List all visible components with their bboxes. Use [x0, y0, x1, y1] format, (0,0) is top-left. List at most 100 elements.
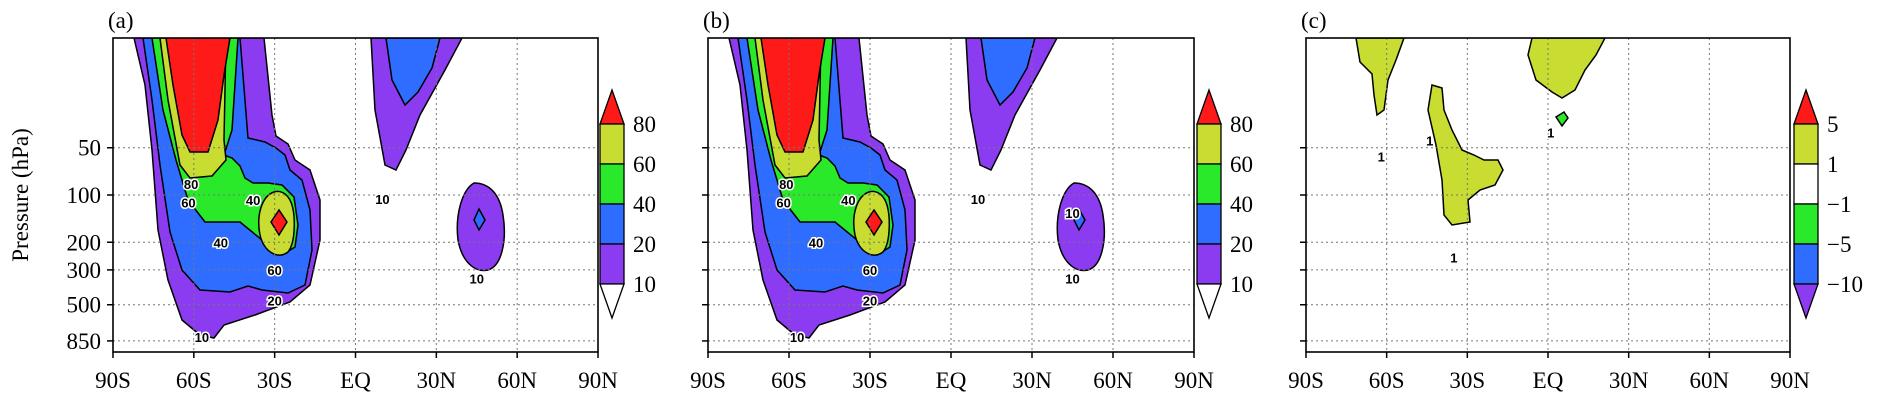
- colorbar-extend-bottom: [599, 283, 625, 320]
- shade-20: [1073, 207, 1086, 232]
- panel-label: (b): [703, 8, 730, 33]
- panel-c: (c) 90S 60S 30S EQ 30N 60N 90N 1 1 1 1 5 1 −1 −5 −10: [1288, 8, 1863, 393]
- contour-field: [728, 38, 1106, 339]
- x-tick-label: 30N: [1609, 368, 1649, 393]
- contour-label: 1: [1450, 250, 1457, 265]
- colorbar-extend-bottom: [1196, 283, 1222, 320]
- shade-20: [385, 38, 441, 107]
- y-axis-title: Pressure (hPa): [8, 128, 33, 262]
- contour-label: 40: [246, 193, 260, 208]
- colorbar-label: 60: [633, 152, 656, 177]
- contour-label: 10: [1065, 271, 1079, 286]
- contour-label: 10: [971, 192, 985, 207]
- colorbar-label: 20: [633, 232, 656, 257]
- colorbar-label: 20: [1230, 232, 1253, 257]
- x-tick-label: 30S: [1449, 368, 1485, 393]
- shade-80: [760, 38, 826, 153]
- contour-label: 60: [181, 196, 195, 211]
- panel-a: (a) 90S 60S 30S EQ 30N 60N 90N 50 100 200 300 500 85…: [67, 8, 657, 393]
- shade-pos-1: [1427, 84, 1504, 226]
- y-tick-label: 500: [67, 293, 102, 318]
- x-tick-label: 60N: [497, 368, 537, 393]
- colorbar-label: 80: [1230, 112, 1253, 137]
- contour-labels: 80 60 40 40 60 20 10 10 10 10: [775, 175, 1081, 346]
- colorbar-box: [599, 243, 625, 285]
- contour-label: 80: [184, 177, 198, 192]
- y-tick-label: 200: [67, 230, 102, 255]
- panel-b: (b) 90S 60S 30S EQ 30N 60N 90N 80 60 40 40 60 20 10 1…: [690, 8, 1253, 393]
- colorbar-label: −10: [1827, 272, 1863, 297]
- colorbar-box: [599, 203, 625, 245]
- colorbar: 80 60 40 20 10: [599, 88, 656, 320]
- colorbar-extend-top: [1196, 88, 1222, 125]
- colorbar-label: 80: [633, 112, 656, 137]
- x-tick-label: 90N: [1770, 368, 1810, 393]
- ticks: 90S 60S 30S EQ 30N 60N 90N: [1288, 146, 1810, 393]
- x-tick-label: EQ: [340, 368, 371, 393]
- x-tick-label: 30S: [852, 368, 888, 393]
- x-tick-label: 60S: [771, 368, 807, 393]
- contour-label: 60: [863, 263, 877, 278]
- x-tick-label: 90N: [578, 368, 618, 393]
- contour-label: 1: [1547, 126, 1554, 141]
- y-tick-label: 850: [67, 329, 102, 354]
- contour-label: 1: [1378, 150, 1385, 165]
- contour-label: 1: [1426, 134, 1433, 149]
- x-tick-label: 90S: [1288, 368, 1324, 393]
- shade-pos-1: [1355, 38, 1405, 117]
- shade-20: [980, 38, 1036, 107]
- colorbar-box: [1793, 163, 1819, 205]
- y-tick-label: 100: [67, 183, 102, 208]
- x-tick-label: 90S: [690, 368, 726, 393]
- colorbar-label: 5: [1827, 112, 1839, 137]
- colorbar-label: 10: [633, 272, 656, 297]
- x-tick-label: 90N: [1174, 368, 1214, 393]
- colorbar: 5 1 −1 −5 −10: [1793, 88, 1863, 320]
- shade-20: [473, 207, 486, 232]
- grid: [1306, 38, 1790, 352]
- x-tick-label: 30N: [1012, 368, 1052, 393]
- x-tick-label: 30N: [417, 368, 457, 393]
- grid: [113, 38, 598, 352]
- colorbar-label: 1: [1827, 152, 1839, 177]
- x-tick-label: 30S: [257, 368, 293, 393]
- contour-label: 10: [790, 330, 804, 345]
- panel-label: (c): [1301, 8, 1327, 33]
- colorbar-extend-bottom: [1793, 283, 1819, 320]
- contour-label: 10: [1065, 206, 1079, 221]
- colorbar-box: [599, 123, 625, 165]
- colorbar-extend-top: [1793, 88, 1819, 125]
- colorbar-label: −1: [1827, 192, 1851, 217]
- colorbar-box: [1793, 203, 1819, 245]
- y-tick-label: 300: [67, 258, 102, 283]
- x-tick-label: 60N: [1690, 368, 1730, 393]
- contour-label: 80: [779, 177, 793, 192]
- colorbar-box: [1196, 203, 1222, 245]
- contour-label: 10: [470, 271, 484, 286]
- shade-pos-1: [1527, 38, 1606, 99]
- contour-labels: 1 1 1 1: [1376, 124, 1556, 267]
- x-tick-label: EQ: [1533, 368, 1564, 393]
- x-tick-label: 60N: [1093, 368, 1133, 393]
- colorbar-label: 40: [633, 192, 656, 217]
- panel-label: (a): [108, 8, 134, 33]
- x-tick-label: 60S: [1369, 368, 1405, 393]
- contour-label: 60: [776, 196, 790, 211]
- ticks: 90S 60S 30S EQ 30N 60N 90N 50 100 200 300 500 850: [67, 136, 619, 393]
- contour-label: 40: [214, 235, 228, 250]
- colorbar-label: 10: [1230, 272, 1253, 297]
- contour-labels: 80 60 40 40 60 20 10 10 10: [180, 175, 486, 346]
- shade-80: [165, 38, 231, 153]
- contour-label: 20: [267, 294, 281, 309]
- x-tick-label: 90S: [95, 368, 131, 393]
- colorbar-box: [1793, 243, 1819, 285]
- colorbar: 80 60 40 20 10: [1196, 88, 1253, 320]
- contour-label: 40: [841, 193, 855, 208]
- contour-label: 10: [375, 192, 389, 207]
- contour-field: [1355, 38, 1606, 226]
- contour-label: 60: [267, 263, 281, 278]
- y-tick-label: 50: [78, 136, 101, 161]
- contour-label: 10: [195, 330, 209, 345]
- colorbar-label: 60: [1230, 152, 1253, 177]
